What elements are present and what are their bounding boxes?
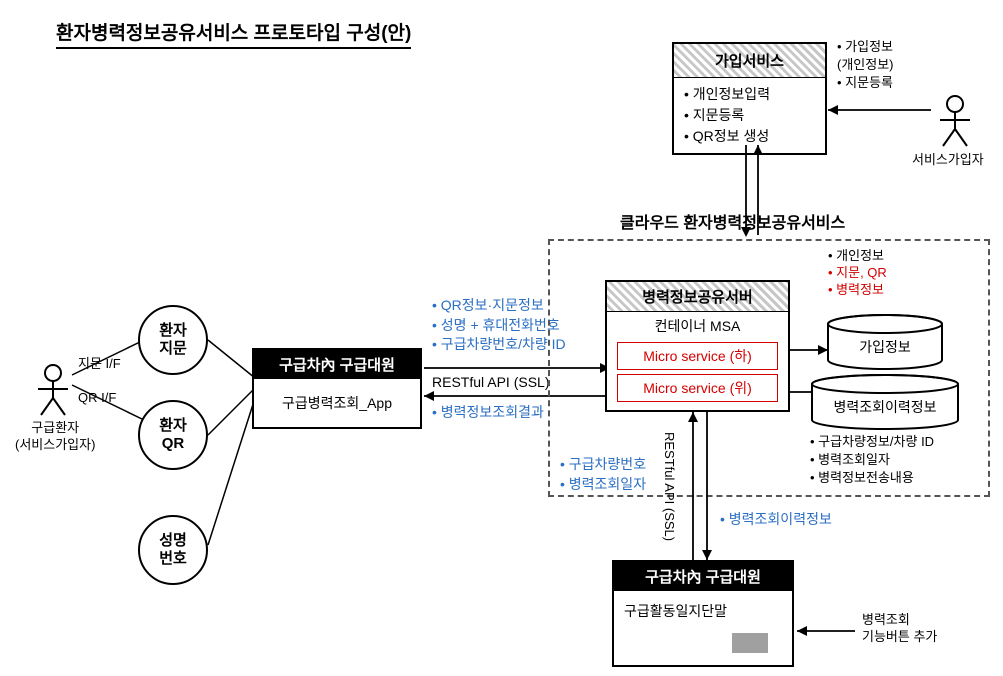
svg-text:병력조회이력정보: 병력조회이력정보 <box>833 400 936 416</box>
ambulance-terminal-header: 구급차內 구급대원 <box>614 562 792 591</box>
terminal-send-labels: • 구급차량번호 • 병력조회일자 <box>560 455 646 494</box>
db-history: 병력조회이력정보 <box>810 374 960 435</box>
signup-side-labels: • 가입정보 (개인정보) • 지문등록 <box>837 38 894 93</box>
patient-lines <box>60 330 150 470</box>
actor-subscriber-icon <box>935 94 975 149</box>
circles-to-app-lines <box>200 320 260 570</box>
subscriber-signup-arrow <box>826 100 936 120</box>
cloud-title: 클라우드 환자병력정보공유서비스 <box>620 209 845 233</box>
ambulance-app-header: 구급차內 구급대원 <box>254 350 420 379</box>
button-note-label: 병력조회 기능버튼 추가 <box>862 612 937 646</box>
button-note-arrow <box>795 623 860 639</box>
signup-service-body: • 개인정보입력 • 지문등록 • QR정보 생성 <box>674 78 825 153</box>
circle-name: 성명 번호 <box>138 515 208 585</box>
gray-button-placeholder <box>732 633 768 653</box>
server-box: 병력정보공유서버 컨테이너 MSA Micro service (하) Micr… <box>605 280 790 412</box>
api-recv-label: • 병력정보조회결과 <box>432 403 544 423</box>
restful-vertical-label: RESTful API (SSL) <box>662 432 677 541</box>
svg-text:가입정보: 가입정보 <box>859 340 911 356</box>
signup-cloud-arrow <box>740 145 764 245</box>
ambulance-app-box: 구급차內 구급대원 구급병력조회_App <box>252 348 422 429</box>
ambulance-terminal-box: 구급차內 구급대원 구급활동일지단말 <box>612 560 794 667</box>
microservice-lower: Micro service (하) <box>617 342 778 370</box>
api-send-labels: • QR정보·지문정보 • 성명 + 휴대전화번호 • 구급차량번호/차량 ID <box>432 296 566 355</box>
terminal-recv-label: • 병력조회이력정보 <box>720 510 832 530</box>
actor-subscriber-label: 서비스가입자 <box>912 152 984 169</box>
microservice-upper: Micro service (위) <box>617 374 778 402</box>
server-terminal-arrows <box>686 410 714 565</box>
db-signup-side: • 개인정보 • 지문, QR • 병력정보 <box>828 248 887 299</box>
signup-service-box: 가입서비스 • 개인정보입력 • 지문등록 • QR정보 생성 <box>672 42 827 155</box>
signup-service-header: 가입서비스 <box>674 44 825 78</box>
ambulance-app-body: 구급병력조회_App <box>254 379 420 427</box>
diagram-title: 환자병력정보공유서비스 프로토타입 구성(안) <box>56 18 411 49</box>
server-container-label: 컨테이너 MSA <box>607 312 788 338</box>
server-header: 병력정보공유서버 <box>607 282 788 312</box>
circle-fingerprint: 환자 지문 <box>138 305 208 375</box>
db-signup-info: 가입정보 <box>826 314 944 375</box>
ambulance-terminal-body: 구급활동일지단말 <box>614 591 792 665</box>
circle-qr: 환자 QR <box>138 400 208 470</box>
db-history-side: • 구급차량정보/차량 ID • 병력조회일자 • 병력정보전송내용 <box>810 433 934 488</box>
